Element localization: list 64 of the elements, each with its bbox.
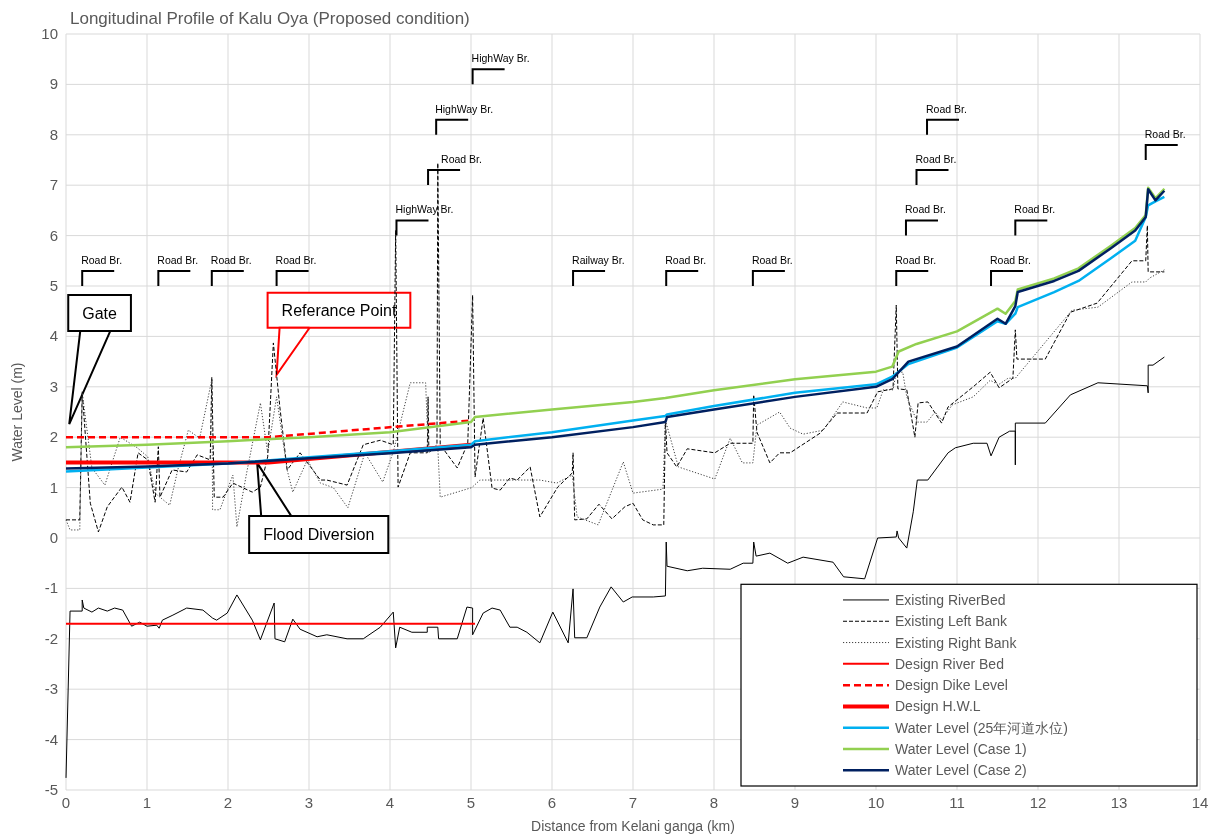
y-tick-label: 5	[49, 277, 58, 294]
annotation: Railway Br.	[572, 253, 625, 266]
x-tick-label: 14	[1191, 794, 1209, 811]
x-tick-label: 8	[709, 794, 719, 811]
annotation: HighWay Br.	[395, 203, 454, 216]
callout: Gate	[67, 294, 132, 333]
annotation: Road Br.	[81, 253, 123, 266]
y-tick-label: -5	[44, 781, 58, 798]
legend-label: Existing Left Bank	[895, 613, 1009, 630]
y-tick-label: -2	[44, 629, 58, 647]
annotation: Road Br.	[751, 253, 793, 266]
annotation: Gate	[82, 305, 118, 323]
annotation: HighWay Br.	[435, 102, 494, 115]
annotation: Road Br.	[904, 203, 946, 216]
y-tick-label: 3	[49, 377, 58, 395]
annotation: Road Br.	[895, 253, 937, 266]
x-tick-label: 3	[304, 794, 314, 811]
annotation: Road Br.	[926, 102, 967, 115]
x-tick-label: 11	[949, 794, 965, 811]
x-tick-label: 9	[790, 794, 800, 811]
y-axis-title: Water Level (m)	[9, 362, 25, 462]
annotation: Road Br.	[665, 253, 707, 266]
y-tick-label: 6	[49, 226, 58, 244]
y-tick-label: 0	[49, 529, 58, 546]
annotation: Flood Diversion	[263, 526, 375, 544]
legend-label: Water Level (Case 2)	[895, 762, 1027, 779]
y-tick-label: 7	[49, 176, 58, 194]
x-axis-title: Distance from Kelani ganga (km)	[531, 818, 735, 834]
y-tick-label: 1	[49, 478, 58, 496]
legend-label: Design H.W.L	[895, 698, 981, 715]
legend-label: Water Level (25年河道水位)	[895, 719, 1068, 736]
y-tick-label: 4	[49, 327, 58, 345]
annotation: Road Br.	[1014, 203, 1056, 216]
y-tick-label: -1	[44, 579, 58, 597]
chart-title: Longitudinal Profile of Kalu Oya (Proposed condition)	[70, 9, 470, 28]
x-tick-label: 12	[1029, 794, 1047, 811]
annotation: Road Br.	[441, 153, 482, 166]
x-tick-label: 4	[385, 794, 395, 811]
x-tick-label: 7	[628, 794, 638, 811]
annotation: Road Br.	[210, 253, 252, 266]
legend-label: Design River Bed	[895, 655, 1004, 672]
annotation: Road Br.	[275, 253, 317, 266]
legend-label: Existing Right Bank	[895, 634, 1018, 651]
annotation: Road Br.	[1144, 127, 1186, 140]
x-tick-label: 2	[223, 794, 233, 811]
annotation: Road Br.	[915, 153, 957, 166]
x-tick-label: 1	[142, 794, 152, 811]
legend-label: Design Dike Level	[895, 677, 1008, 694]
legend-label: Existing RiverBed	[895, 591, 1006, 608]
y-tick-label: 9	[49, 75, 58, 93]
annotation: Road Br.	[990, 253, 1031, 266]
y-tick-label: 2	[49, 428, 58, 446]
x-tick-label: 0	[61, 794, 71, 811]
legend-label: Water Level (Case 1)	[895, 741, 1027, 758]
y-tick-label: -4	[44, 730, 58, 748]
y-tick-label: 10	[41, 25, 58, 42]
x-tick-label: 13	[1110, 794, 1128, 811]
y-tick-label: 8	[49, 125, 58, 143]
y-tick-label: -3	[44, 680, 58, 698]
annotation: HighWay Br.	[471, 52, 530, 65]
x-tick-label: 5	[466, 794, 476, 811]
x-tick-label: 10	[867, 794, 885, 811]
annotation: Road Br.	[157, 253, 199, 266]
x-tick-label: 6	[547, 794, 557, 811]
